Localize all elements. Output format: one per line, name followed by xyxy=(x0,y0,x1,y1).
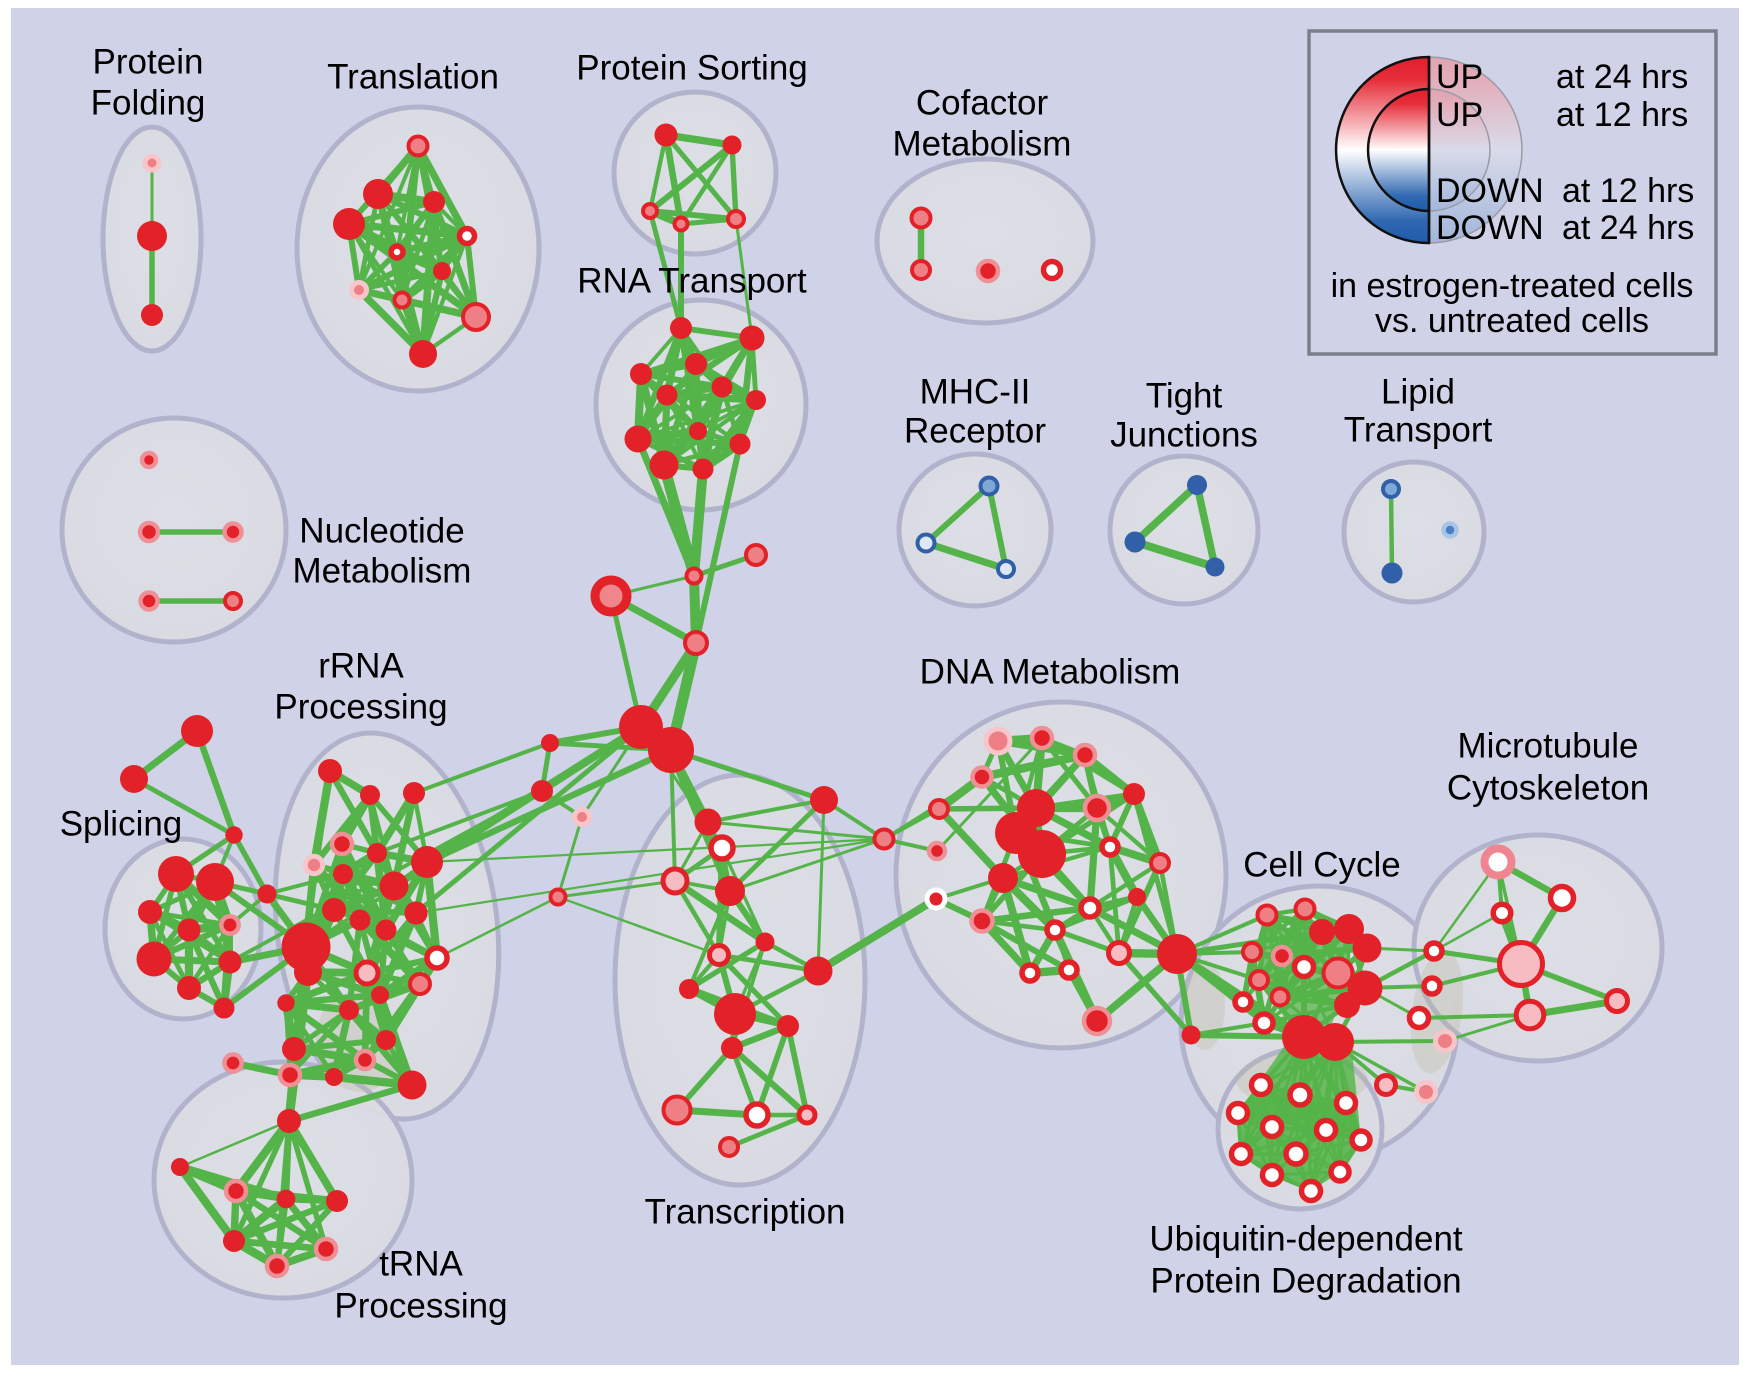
svg-text:Protein Sorting: Protein Sorting xyxy=(576,49,808,88)
svg-text:MHC-II: MHC-II xyxy=(920,373,1031,412)
svg-text:Nucleotide: Nucleotide xyxy=(299,512,464,551)
svg-text:Metabolism: Metabolism xyxy=(293,552,472,591)
svg-text:DOWN: DOWN xyxy=(1436,209,1544,247)
svg-text:at 24 hrs: at 24 hrs xyxy=(1556,58,1688,96)
svg-text:Processing: Processing xyxy=(334,1287,507,1326)
svg-text:DOWN: DOWN xyxy=(1436,172,1544,210)
svg-text:rRNA: rRNA xyxy=(318,647,404,686)
svg-text:Splicing: Splicing xyxy=(60,805,183,844)
svg-text:at 12 hrs: at 12 hrs xyxy=(1562,172,1694,210)
svg-text:Metabolism: Metabolism xyxy=(893,125,1072,164)
svg-text:Microtubule: Microtubule xyxy=(1458,727,1639,766)
svg-text:Transcription: Transcription xyxy=(645,1193,846,1232)
svg-text:Tight: Tight xyxy=(1146,377,1223,416)
svg-text:DNA Metabolism: DNA Metabolism xyxy=(920,653,1181,692)
svg-text:Transport: Transport xyxy=(1344,411,1493,450)
svg-text:vs. untreated cells: vs. untreated cells xyxy=(1375,302,1649,340)
svg-text:Protein: Protein xyxy=(93,43,204,82)
svg-text:Receptor: Receptor xyxy=(904,412,1046,451)
svg-text:RNA Transport: RNA Transport xyxy=(577,262,807,301)
svg-text:tRNA: tRNA xyxy=(379,1245,463,1284)
svg-text:Ubiquitin-dependent: Ubiquitin-dependent xyxy=(1149,1220,1463,1259)
svg-text:Translation: Translation xyxy=(327,58,499,97)
svg-text:in estrogen-treated cells: in estrogen-treated cells xyxy=(1331,267,1694,305)
svg-text:Junctions: Junctions xyxy=(1110,416,1258,455)
svg-text:Protein Degradation: Protein Degradation xyxy=(1150,1262,1461,1301)
svg-text:UP: UP xyxy=(1436,58,1483,96)
svg-text:at 12 hrs: at 12 hrs xyxy=(1556,96,1688,134)
svg-text:Folding: Folding xyxy=(91,84,206,123)
svg-text:Lipid: Lipid xyxy=(1381,373,1455,412)
svg-text:Cell Cycle: Cell Cycle xyxy=(1243,846,1401,885)
svg-text:UP: UP xyxy=(1436,96,1483,134)
svg-text:Cofactor: Cofactor xyxy=(916,84,1049,123)
svg-text:Processing: Processing xyxy=(274,688,447,727)
svg-text:Cytoskeleton: Cytoskeleton xyxy=(1447,769,1649,808)
svg-text:at 24 hrs: at 24 hrs xyxy=(1562,209,1694,247)
